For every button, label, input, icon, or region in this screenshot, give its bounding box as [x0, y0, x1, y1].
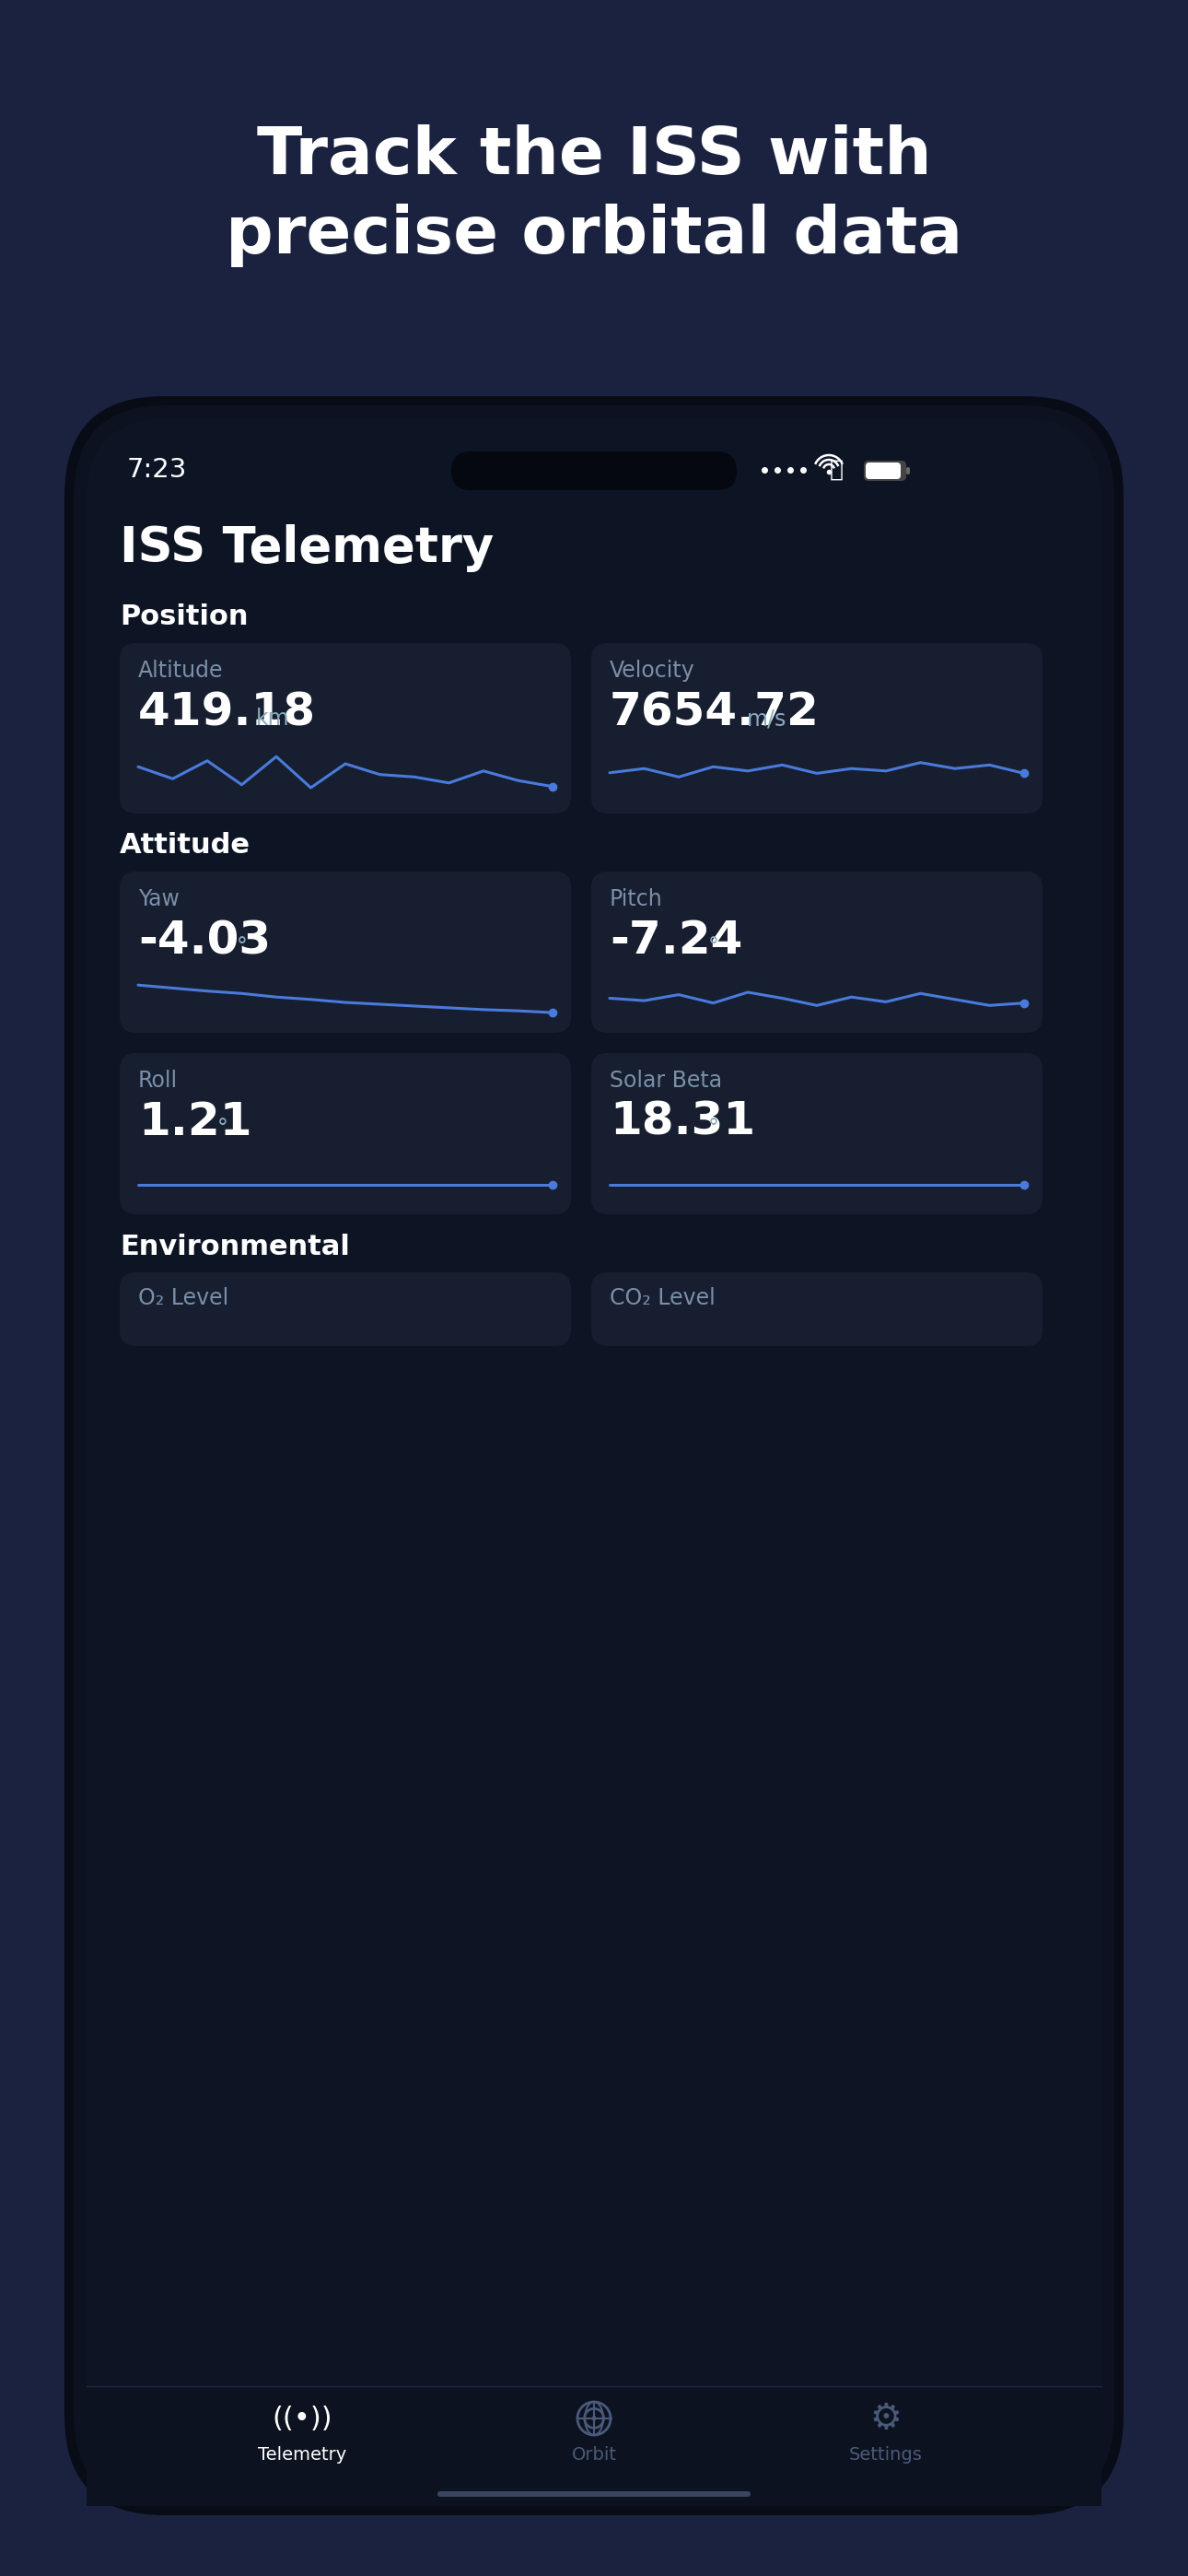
Text: °: °: [708, 935, 719, 958]
Text: ((•)): ((•)): [272, 2406, 333, 2432]
FancyBboxPatch shape: [120, 1054, 571, 1213]
Text: Altitude: Altitude: [138, 659, 223, 683]
Text: 419.18: 419.18: [138, 690, 316, 734]
FancyBboxPatch shape: [74, 404, 1114, 2506]
Text: -4.03: -4.03: [138, 920, 271, 963]
FancyBboxPatch shape: [906, 466, 910, 474]
FancyBboxPatch shape: [64, 397, 1124, 2514]
Text: Roll: Roll: [138, 1069, 178, 1092]
Text: O₂ Level: O₂ Level: [138, 1288, 228, 1309]
Text: ⌔: ⌔: [829, 459, 843, 482]
Text: Settings: Settings: [848, 2447, 922, 2465]
Text: Solar Beta: Solar Beta: [609, 1069, 722, 1092]
Text: m/s: m/s: [747, 708, 786, 729]
Text: °: °: [236, 935, 247, 958]
Text: Yaw: Yaw: [138, 889, 179, 909]
FancyBboxPatch shape: [866, 464, 901, 479]
Text: Pitch: Pitch: [609, 889, 663, 909]
FancyBboxPatch shape: [592, 871, 1043, 1033]
Text: Telemetry: Telemetry: [258, 2447, 347, 2465]
Text: Attitude: Attitude: [120, 832, 251, 860]
FancyBboxPatch shape: [120, 871, 571, 1033]
Text: CO₂ Level: CO₂ Level: [609, 1288, 715, 1309]
Text: precise orbital data: precise orbital data: [226, 204, 962, 268]
Text: km: km: [257, 708, 290, 729]
Text: °: °: [708, 1118, 719, 1139]
FancyBboxPatch shape: [451, 451, 737, 489]
Text: Velocity: Velocity: [609, 659, 695, 683]
Text: -7.24: -7.24: [609, 920, 742, 963]
FancyBboxPatch shape: [87, 417, 1101, 2494]
FancyBboxPatch shape: [864, 461, 906, 482]
Text: 7654.72: 7654.72: [609, 690, 820, 734]
FancyBboxPatch shape: [592, 1273, 1043, 1347]
Text: 1.21: 1.21: [138, 1100, 252, 1144]
FancyBboxPatch shape: [87, 2385, 1101, 2506]
Text: Orbit: Orbit: [571, 2447, 617, 2465]
Text: Environmental: Environmental: [120, 1234, 349, 1260]
Text: Position: Position: [120, 603, 248, 631]
FancyBboxPatch shape: [437, 2491, 751, 2496]
Text: ⊙: ⊙: [580, 2403, 608, 2434]
Text: 18.31: 18.31: [609, 1100, 756, 1144]
FancyBboxPatch shape: [120, 644, 571, 814]
FancyBboxPatch shape: [592, 644, 1043, 814]
Text: ISS Telemetry: ISS Telemetry: [120, 526, 494, 572]
Text: ⚙: ⚙: [870, 2401, 902, 2437]
Text: °: °: [217, 1118, 228, 1139]
Text: 7:23: 7:23: [126, 456, 187, 482]
Text: Track the ISS with: Track the ISS with: [257, 124, 931, 188]
FancyBboxPatch shape: [120, 1273, 571, 1347]
FancyBboxPatch shape: [592, 1054, 1043, 1213]
